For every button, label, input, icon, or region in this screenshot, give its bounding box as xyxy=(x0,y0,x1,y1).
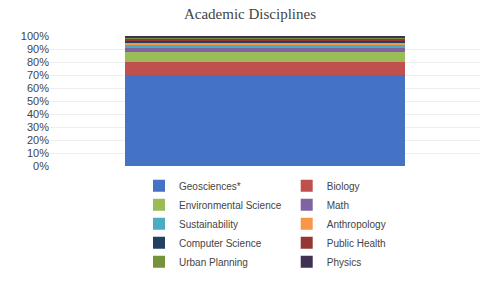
svg-text:Academic Disciplines: Academic Disciplines xyxy=(184,6,316,22)
svg-text:Geosciences*: Geosciences* xyxy=(179,181,241,192)
svg-text:Public Health: Public Health xyxy=(327,238,386,249)
svg-text:Physics: Physics xyxy=(327,257,361,268)
svg-text:Biology: Biology xyxy=(327,181,360,192)
svg-text:Math: Math xyxy=(327,200,349,211)
svg-text:30%: 30% xyxy=(27,121,49,133)
svg-text:50%: 50% xyxy=(27,95,49,107)
svg-text:Sustainability: Sustainability xyxy=(179,219,238,230)
svg-text:10%: 10% xyxy=(27,147,49,159)
svg-text:0%: 0% xyxy=(33,160,49,172)
svg-text:60%: 60% xyxy=(27,82,49,94)
svg-text:Urban Planning: Urban Planning xyxy=(179,257,248,268)
svg-text:20%: 20% xyxy=(27,134,49,146)
svg-text:40%: 40% xyxy=(27,108,49,120)
svg-text:100%: 100% xyxy=(21,30,49,42)
svg-text:70%: 70% xyxy=(27,69,49,81)
svg-text:Environmental Science: Environmental Science xyxy=(179,200,282,211)
svg-text:Anthropology: Anthropology xyxy=(327,219,386,230)
svg-text:Computer Science: Computer Science xyxy=(179,238,262,249)
svg-text:80%: 80% xyxy=(27,56,49,68)
svg-text:90%: 90% xyxy=(27,43,49,55)
